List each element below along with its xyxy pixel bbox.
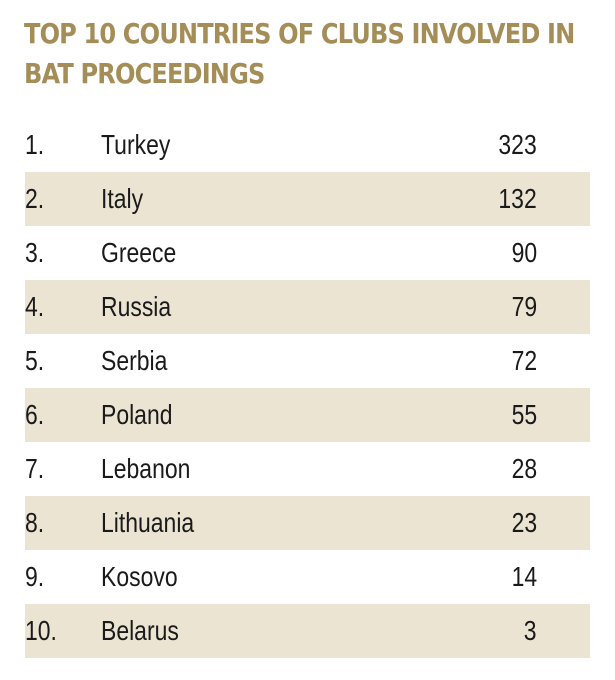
table-row: 1. Turkey 323 [25, 118, 590, 172]
count-value: 3 [524, 615, 537, 646]
table-row: 10. Belarus 3 [25, 604, 590, 658]
rank-label: 4. [25, 291, 45, 322]
table-row: 2. Italy 132 [25, 172, 590, 226]
country-label: Serbia [101, 345, 168, 376]
count-value: 90 [511, 237, 537, 268]
count-value: 23 [511, 507, 537, 538]
count-value: 132 [498, 183, 537, 214]
country-label: Belarus [101, 615, 179, 646]
country-label: Poland [101, 399, 173, 430]
chart-title: TOP 10 COUNTRIES OF CLUBS INVOLVED IN BA… [24, 17, 575, 90]
count-value: 72 [511, 345, 537, 376]
table-row: 8. Lithuania 23 [25, 496, 590, 550]
count-value: 14 [511, 561, 537, 592]
rank-label: 8. [25, 507, 45, 538]
table-row: 6. Poland 55 [25, 388, 590, 442]
country-label: Lithuania [101, 507, 195, 538]
table-row: 7. Lebanon 28 [25, 442, 590, 496]
table-row: 5. Serbia 72 [25, 334, 590, 388]
table-row: 3. Greece 90 [25, 226, 590, 280]
country-label: Greece [101, 237, 177, 268]
table-row: 4. Russia 79 [25, 280, 590, 334]
rank-label: 7. [25, 453, 45, 484]
country-label: Italy [101, 183, 144, 214]
count-value: 28 [511, 453, 537, 484]
country-label: Lebanon [101, 453, 191, 484]
rank-label: 3. [25, 237, 45, 268]
count-value: 55 [511, 399, 537, 430]
rank-label: 2. [25, 183, 45, 214]
rank-label: 9. [25, 561, 45, 592]
country-label: Kosovo [101, 561, 178, 592]
rank-label: 6. [25, 399, 45, 430]
table-row: 9. Kosovo 14 [25, 550, 590, 604]
count-value: 79 [511, 291, 537, 322]
rank-label: 5. [25, 345, 45, 376]
rank-label: 1. [25, 129, 45, 160]
countries-table: 1. Turkey 323 2. Italy 132 3. Greece 90 4. Russia 7… [25, 118, 590, 658]
rank-label: 10. [25, 615, 57, 646]
country-label: Turkey [101, 129, 171, 160]
country-label: Russia [101, 291, 172, 322]
count-value: 323 [498, 129, 537, 160]
